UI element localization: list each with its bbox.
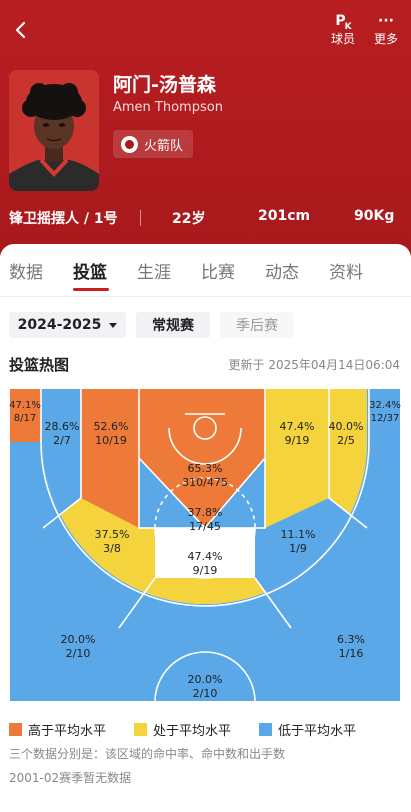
zone-right-wing-mid [329, 388, 367, 528]
zone-left-wing-3 [9, 388, 124, 702]
heatmap-title: 投篮热图 [9, 356, 70, 374]
zone-right-mid [265, 388, 329, 528]
no-data-note: 2001-02赛季暂无数据 [9, 771, 132, 785]
legend-above-avg: 高于平均水平 [9, 720, 106, 739]
zone-top-key [119, 578, 291, 604]
playoffs-button[interactable]: 季后赛 [220, 312, 294, 338]
player-pk-button[interactable]: PK 球员 [323, 12, 363, 47]
info-divider [140, 210, 141, 226]
chevron-left-icon [15, 21, 26, 39]
zone-made-att-restricted: 310/475 [182, 476, 228, 489]
tab-data[interactable]: 数据 [9, 263, 43, 283]
legend-avg: 处于平均水平 [134, 720, 231, 739]
player-avatar [9, 70, 99, 191]
team-badge[interactable]: 火箭队 [113, 130, 194, 158]
tab-bar: 数据 投篮 生涯 比赛 动态 资料 [0, 244, 411, 296]
shot-heatmap: 47.1% 8/17 28.6% 2/7 52.6% 10/19 65.3% 310/475 4… [9, 388, 401, 702]
zone-right-wing-3 [286, 388, 401, 702]
zone-pct-restricted: 65.3% [188, 462, 223, 475]
season-value: 2024-2025 [17, 317, 102, 333]
zone-made-att-left-corner-3: 8/17 [14, 413, 36, 424]
zone-pct-top-3: 20.0% [188, 673, 223, 686]
back-button[interactable] [8, 16, 32, 44]
pk-icon: PK [335, 13, 351, 32]
zone-made-att-left-mid: 10/19 [95, 434, 127, 447]
player-name-cn: 阿门-汤普森 [113, 74, 216, 96]
zone-pct-left-corner-3: 47.1% [9, 400, 41, 411]
zone-pct-left-elbow: 37.5% [95, 528, 130, 541]
zone-pct-left-wing-3: 20.0% [61, 633, 96, 646]
player-weight: 90Kg [354, 208, 395, 224]
heatmap-note: 三个数据分别是：该区域的命中率、命中数和出手数 [9, 747, 286, 761]
zone-pct-right-wing-mid: 40.0% [329, 420, 364, 433]
zone-made-att-top-key: 9/19 [193, 564, 218, 577]
player-pk-label: 球员 [330, 32, 355, 46]
player-age: 22岁 [172, 211, 206, 227]
legend-swatch-blue [259, 723, 272, 736]
zone-made-att-left-wing-mid: 2/7 [53, 434, 71, 447]
tab-profile[interactable]: 资料 [329, 263, 363, 283]
active-tab-indicator [73, 288, 109, 291]
zone-made-att-paint: 17/45 [189, 520, 221, 533]
tab-divider [0, 296, 411, 297]
more-label: 更多 [373, 32, 398, 46]
zone-pct-right-corner-3: 32.4% [369, 400, 401, 411]
zone-made-att-right-wing-mid: 2/5 [337, 434, 355, 447]
regular-season-button[interactable]: 常规赛 [136, 312, 210, 338]
legend-swatch-yellow [134, 723, 147, 736]
zone-pct-left-mid: 52.6% [94, 420, 129, 433]
zone-pct-left-wing-mid: 28.6% [45, 420, 80, 433]
tab-news[interactable]: 动态 [265, 263, 299, 283]
legend-below-avg: 低于平均水平 [259, 720, 356, 739]
zone-left-wing-mid [43, 388, 81, 528]
zone-restricted [139, 388, 265, 528]
tab-games[interactable]: 比赛 [201, 263, 235, 283]
zone-made-att-right-corner-3: 12/37 [371, 413, 400, 424]
zone-right-corner-3 [369, 388, 401, 442]
zone-left-corner-3 [9, 388, 41, 442]
zone-made-att-right-wing-3: 1/16 [339, 647, 364, 660]
zone-pct-paint: 37.8% [188, 506, 223, 519]
heatmap-updated: 更新于 2025年04月14日06:04 [228, 358, 400, 372]
more-icon: ··· [378, 13, 394, 29]
player-height: 201cm [258, 208, 311, 224]
tab-career[interactable]: 生涯 [137, 263, 171, 283]
player-position: 锋卫摇摆人 / 1号 [9, 211, 118, 227]
zone-made-att-right-elbow: 1/9 [289, 542, 307, 555]
player-name-en: Amen Thompson [113, 100, 223, 115]
player-header: PK 球员 ··· 更多 阿门-汤普森 Amen Thomps [0, 0, 411, 262]
zone-made-att-left-elbow: 3/8 [103, 542, 121, 555]
season-select[interactable]: 2024-2025 [9, 312, 126, 338]
player-info-row: 锋卫摇摆人 / 1号 22岁 201cm 90Kg [0, 208, 411, 228]
zone-made-att-right-mid: 9/19 [285, 434, 310, 447]
tab-shooting[interactable]: 投篮 [73, 263, 107, 283]
caret-down-icon [109, 322, 118, 328]
zone-pct-right-wing-3: 6.3% [337, 633, 365, 646]
zone-left-mid [81, 388, 139, 528]
more-button[interactable]: ··· 更多 [366, 12, 406, 47]
team-name: 火箭队 [144, 138, 184, 154]
zone-pct-top-key: 47.4% [188, 550, 223, 563]
zone-pct-right-elbow: 11.1% [281, 528, 316, 541]
legend-swatch-orange [9, 723, 22, 736]
team-logo-icon [121, 135, 138, 153]
zone-made-att-top-3: 2/10 [193, 687, 218, 700]
zone-made-att-left-wing-3: 2/10 [66, 647, 91, 660]
zone-pct-right-mid: 47.4% [280, 420, 315, 433]
